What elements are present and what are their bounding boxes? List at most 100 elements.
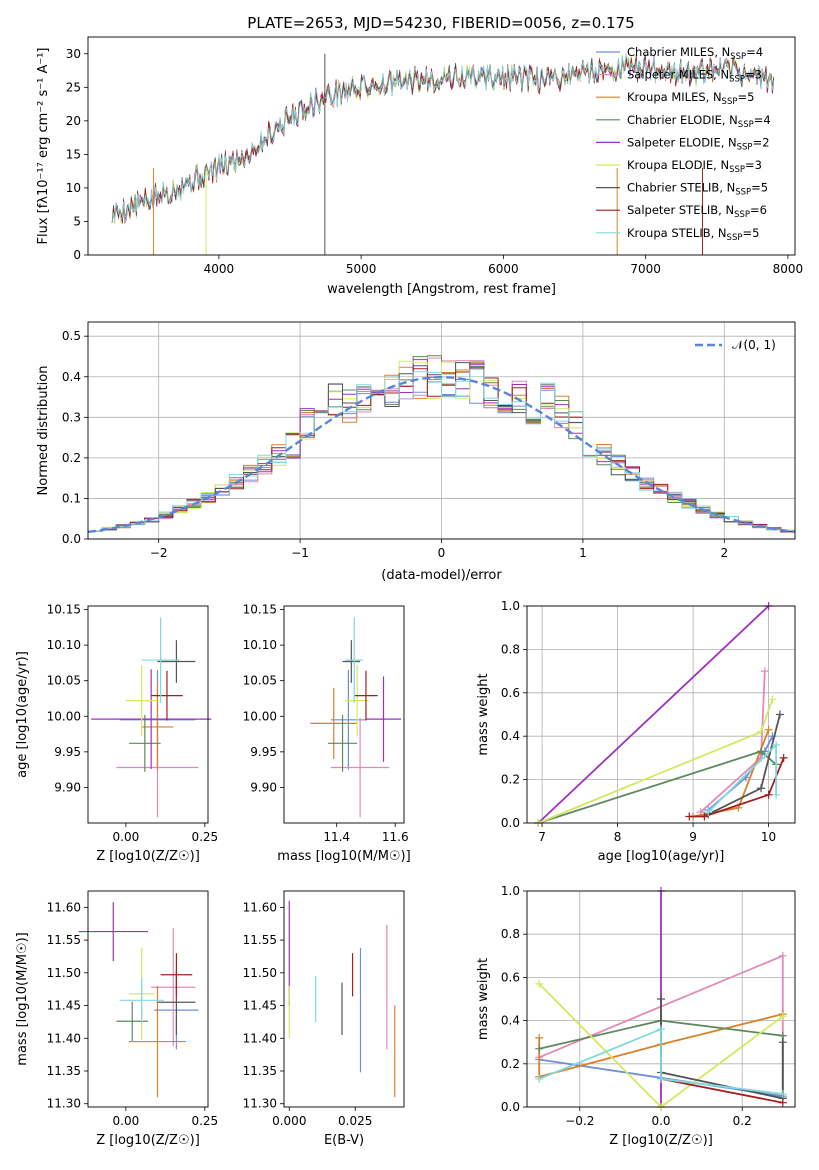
y-tick-label: 11.60: [243, 900, 277, 914]
y-tick-label: 10.15: [47, 603, 81, 617]
x-tick-label: 0.00: [113, 1114, 140, 1128]
legend-label-main: Salpeter MILES, N: [627, 68, 729, 82]
weight-series-6: [660, 999, 784, 1100]
y-tick-label: 9.90: [250, 780, 277, 794]
x-tick-label: 2: [720, 546, 728, 560]
weight-series-8: [707, 742, 777, 813]
x-tick-label: −1: [291, 546, 309, 560]
weight-marker: [778, 1012, 787, 1021]
x-tick-label: 0: [438, 546, 446, 560]
weight-marker: [700, 812, 709, 821]
x-tick-label: 8000: [773, 262, 804, 276]
legend-label: Chabrier STELIB, NSSP=5: [627, 181, 768, 198]
x-tick-label: 11.6: [382, 830, 409, 844]
y-tick-label: 0.8: [501, 642, 520, 656]
y-tick-label: 0.3: [62, 410, 81, 424]
x-tick-label: 7: [538, 830, 546, 844]
y-tick-label: 10.05: [47, 674, 81, 688]
weight-marker: [757, 727, 766, 736]
x-axis-label: Z [log10(Z/Z☉)]: [609, 1133, 713, 1148]
axes-frame: [87, 321, 796, 540]
legend-label-main: Chabrier MILES, N: [627, 45, 730, 59]
weight-marker: [778, 1090, 787, 1099]
x-tick-label: 0.000: [272, 1114, 306, 1128]
x-tick-label: 0.0: [651, 1114, 670, 1128]
weight-marker: [775, 710, 784, 719]
x-tick-label: 0.25: [191, 830, 218, 844]
legend-label: Kroupa ELODIE, NSSP=3: [627, 158, 762, 175]
legend-label-sub: SSP: [729, 165, 745, 175]
weight-marker: [778, 951, 787, 960]
x-axis-label: Z [log10(Z/Z☉)]: [96, 849, 200, 864]
y-tick-label: 11.30: [47, 1097, 81, 1111]
weight-marker: [772, 790, 781, 799]
spectrum-series-8: [111, 54, 775, 223]
legend-label-sub: SSP: [730, 52, 746, 62]
legend-label-sub: SSP: [735, 188, 751, 198]
x-tick-label: 4000: [204, 262, 235, 276]
legend-label: Salpeter STELIB, NSSP=6: [627, 203, 767, 220]
y-tick-label: 0.2: [501, 773, 520, 787]
x-tick-label: 11.4: [323, 830, 350, 844]
x-axis-label: wavelength [Angstrom, rest frame]: [327, 282, 556, 297]
y-tick-label: 10.00: [243, 709, 277, 723]
legend-label-sub: SSP: [729, 75, 745, 85]
x-axis-label: Z [log10(Z/Z☉)]: [96, 1133, 200, 1148]
y-tick-label: 0.4: [62, 370, 81, 384]
x-tick-label: 0.00: [113, 830, 140, 844]
panel-weight-vs-age: 7 8 9 10 0.0 0.2 0.4 0.6 0.8 1.0 age [log10(age/yr…: [476, 599, 796, 864]
weight-marker: [657, 1025, 665, 1034]
y-tick-label: 9.90: [54, 780, 81, 794]
weight-series-4: [537, 605, 770, 824]
y-tick-label: 9.95: [250, 745, 277, 759]
errorbar-points: [288, 900, 396, 1098]
y-tick-label: 0.0: [501, 816, 520, 830]
y-tick-label: 0.1: [62, 491, 81, 505]
legend-label: Kroupa MILES, NSSP=5: [627, 90, 754, 107]
x-tick-label: −2: [150, 546, 168, 560]
weight-marker: [768, 695, 777, 704]
legend-label: 𝒩(0, 1): [732, 338, 776, 352]
axes-frame: [526, 605, 796, 824]
y-tick-label: 0.5: [62, 329, 81, 343]
x-tick-label: 10: [761, 830, 776, 844]
y-tick-label: 10.00: [47, 709, 81, 723]
y-axis-label: Normed distribution: [36, 366, 51, 496]
legend-label-sub: SSP: [722, 97, 738, 107]
legend-label-tail: =6: [750, 203, 767, 217]
x-tick-label: 1: [579, 546, 587, 560]
weight-marker: [778, 1098, 787, 1107]
x-tick-label: 8: [614, 830, 622, 844]
x-axis-label: age [log10(age/yr)]: [598, 849, 725, 864]
legend-label-main: Kroupa STELIB, N: [627, 226, 727, 240]
y-tick-label: 11.50: [243, 966, 277, 980]
weight-series-7: [660, 1078, 783, 1104]
legend-label-tail: =3: [745, 158, 762, 172]
legend-label: Chabrier MILES, NSSP=4: [627, 45, 763, 62]
legend-label-tail: =5: [737, 90, 754, 104]
x-axis-label: E(B-V): [324, 1133, 364, 1148]
legend-label-sub: SSP: [727, 233, 743, 243]
legend-label: Salpeter MILES, NSSP=3: [627, 68, 762, 85]
x-tick-label: 0.025: [338, 1114, 372, 1128]
y-tick-label: 11.35: [47, 1064, 81, 1078]
y-axis-label: mass weight: [476, 958, 491, 1040]
y-tick-label: 0.6: [501, 686, 520, 700]
legend-label-sub: SSP: [738, 120, 754, 130]
weight-series-8: [538, 1027, 783, 1095]
errorbar-points: [91, 617, 212, 818]
y-tick-label: 20: [66, 114, 81, 128]
y-tick-label: 0.4: [501, 729, 520, 743]
y-tick-label: 11.55: [47, 933, 81, 947]
y-tick-label: 11.30: [243, 1097, 277, 1111]
legend-label-main: Chabrier ELODIE, N: [627, 113, 738, 127]
histogram-series-8: [88, 368, 795, 532]
weight-marker: [778, 1038, 787, 1047]
legend-label-sub: SSP: [734, 210, 750, 220]
weight-marker: [535, 979, 544, 988]
axes-frame: [87, 890, 209, 1108]
legend-label-main: Kroupa ELODIE, N: [627, 158, 729, 172]
y-tick-label: 5: [73, 214, 81, 228]
x-axis-label: (data-model)/error: [381, 568, 502, 583]
